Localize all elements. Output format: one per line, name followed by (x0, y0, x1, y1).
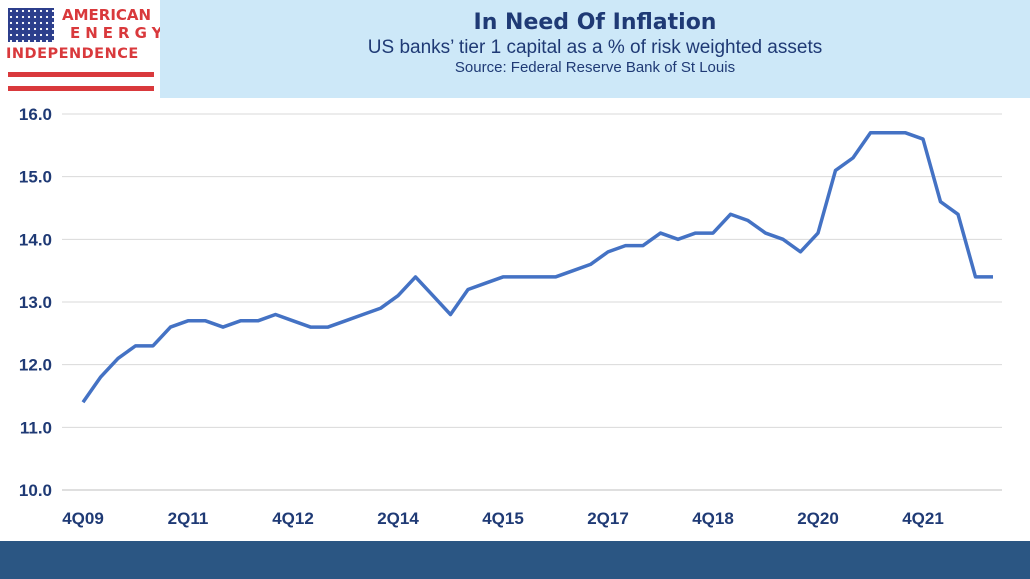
series-line (81, 131, 993, 404)
logo: AMERICAN ENERGY INDEPENDENCE (6, 6, 162, 98)
x-tick-label: 2Q11 (168, 509, 209, 528)
logo-line2: ENERGY (70, 24, 168, 42)
y-tick-label: 10.0 (19, 481, 52, 500)
x-tick-label: 2Q14 (377, 509, 419, 528)
logo-stripe (8, 72, 154, 77)
footer-bar (0, 541, 1030, 579)
flag-icon (8, 8, 54, 42)
chart-source: Source: Federal Reserve Bank of St Louis (454, 59, 736, 76)
logo-stripe (8, 86, 154, 91)
chart-title: In Need Of Inflation (473, 10, 717, 35)
x-tick-label: 4Q18 (692, 509, 734, 528)
y-tick-label: 11.0 (20, 418, 52, 437)
x-tick-label: 4Q12 (272, 509, 314, 528)
x-tick-label: 2Q20 (797, 509, 839, 528)
y-tick-label: 12.0 (19, 356, 52, 375)
x-tick-label: 4Q15 (482, 509, 524, 528)
chart-subtitle: US banks’ tier 1 capital as a % of risk … (367, 37, 823, 58)
chart-header: In Need Of Inflation US banks’ tier 1 ca… (160, 0, 1030, 98)
y-tick-label: 13.0 (19, 293, 52, 312)
line-chart: 10.0 11.0 12.0 13.0 14.0 15.0 16.0 4Q09 2Q11 4Q12… (19, 105, 1002, 528)
y-tick-label: 14.0 (19, 230, 52, 249)
x-tick-label: 4Q21 (902, 509, 944, 528)
y-tick-label: 16.0 (19, 105, 52, 124)
y-tick-label: 15.0 (19, 168, 52, 187)
logo-line1: AMERICAN (62, 6, 152, 24)
logo-line3: INDEPENDENCE (6, 46, 139, 62)
x-tick-label: 4Q09 (62, 509, 104, 528)
x-tick-label: 2Q17 (587, 509, 629, 528)
